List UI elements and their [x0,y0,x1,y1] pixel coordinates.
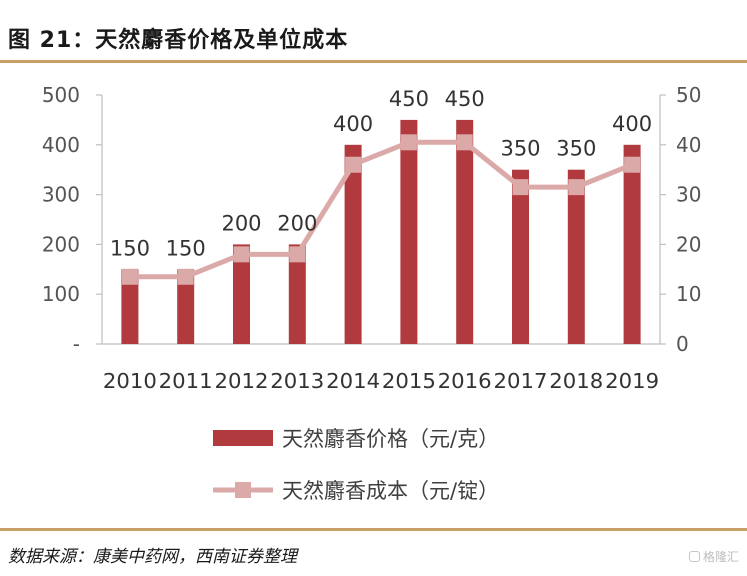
watermark: 格隆汇 [688,548,739,565]
left-tick-label: 200 [42,232,80,256]
data-label-2010: 150 [110,236,150,260]
left-tick-label: 300 [42,183,80,207]
cost-point-2013 [289,246,306,263]
legend: 天然麝香价格（元/克） 天然麝香成本（元/锭） [213,427,499,503]
left-tick-label: 100 [42,282,80,306]
cost-point-2014 [345,156,362,173]
watermark-logo-icon [688,551,700,562]
x-tick-label: 2011 [159,369,213,393]
data-label-2012: 200 [221,211,261,235]
right-tick-label: 0 [676,332,689,356]
bar-2016 [456,119,474,345]
bar-2017 [512,169,529,344]
bar-2011 [177,269,195,344]
cost-point-2012 [233,246,250,263]
right-tick-label: 30 [676,183,701,207]
data-label-2016: 450 [445,87,485,111]
x-tick-label: 2018 [549,369,603,393]
bar-2018 [567,169,585,344]
cost-line [121,134,641,285]
bars [121,119,641,345]
data-label-2019: 400 [612,112,652,136]
legend-line-label: 天然麝香成本（元/锭） [282,479,499,503]
bar-2010 [121,269,139,344]
cost-point-2018 [568,179,585,196]
left-tick-label: 400 [42,133,80,157]
data-label-2011: 150 [166,236,206,260]
x-tick-label: 2017 [494,369,548,393]
right-tick-label: 10 [676,282,701,306]
bar-2014 [344,144,362,344]
bar-2019 [623,144,641,344]
data-label-2017: 350 [500,137,540,161]
bottom-rule [0,528,747,531]
cost-point-2017 [512,179,529,196]
x-tick-label: 2013 [270,369,324,393]
legend-line-marker [235,482,251,498]
cost-point-2015 [400,134,417,151]
data-label-2013: 200 [277,211,317,235]
cost-point-2011 [177,268,194,285]
data-labels: 150 150 200 200 400 450 450 350 350 400 [110,87,652,260]
legend-bar-label: 天然麝香价格（元/克） [282,427,499,451]
top-rule [0,60,747,63]
cost-point-2016 [456,134,473,151]
data-label-2014: 400 [333,112,373,136]
right-tick-label: 50 [676,83,701,107]
legend-bar-swatch [213,430,273,446]
data-label-2018: 350 [556,137,596,161]
x-tick-label: 2014 [326,369,380,393]
bar-2013 [288,244,306,344]
right-tick-label: 20 [676,232,701,256]
cost-point-2010 [121,268,138,285]
cost-line-path [129,139,634,280]
left-tick-label: 500 [42,83,80,107]
cost-point-2019 [624,156,641,173]
watermark-text: 格隆汇 [702,550,739,564]
x-tick-label: 2016 [438,369,492,393]
bar-2015 [400,119,418,345]
x-tick-label: 2015 [382,369,436,393]
right-tick-label: 40 [676,133,701,157]
x-tick-label: 2012 [215,369,269,393]
x-tick-label: 2010 [103,369,157,393]
source-note: 数据来源：康美中药网，西南证券整理 [8,547,297,567]
left-tick-label: - [73,332,80,356]
data-label-2015: 450 [389,87,429,111]
x-tick-label: 2019 [605,369,659,393]
figure-title: 图 21：天然麝香价格及单位成本 [8,28,349,53]
bar-2012 [233,244,250,344]
